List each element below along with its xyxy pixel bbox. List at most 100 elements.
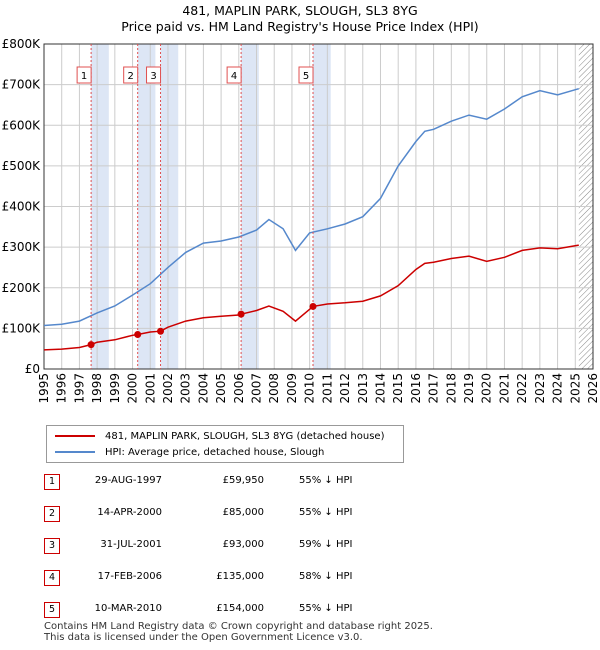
- legend-label-hpi: HPI: Average price, detached house, Slou…: [105, 446, 325, 458]
- legend-swatch-hpi: [55, 451, 95, 453]
- property-price-line: [43, 244, 579, 351]
- sale-hpi-diff: 58% ↓ HPI: [299, 571, 353, 582]
- x-tick-label: 2021: [497, 373, 511, 404]
- y-tick-label: £400K: [2, 200, 42, 214]
- x-tick-label: 2015: [391, 373, 405, 404]
- x-tick-label: 2003: [179, 373, 193, 404]
- sale-number-badge: 2: [44, 506, 60, 522]
- x-tick-label: 2005: [214, 373, 228, 404]
- x-tick-label: 2001: [143, 373, 157, 404]
- x-tick-label: 2019: [462, 373, 476, 404]
- x-tick-label: 1996: [55, 373, 69, 404]
- sale-hpi-diff: 55% ↓ HPI: [299, 507, 353, 518]
- hpi-line: [43, 87, 580, 327]
- x-tick-label: 2014: [373, 373, 387, 404]
- x-tick-label: 2022: [515, 373, 529, 404]
- event-badge-label: 1: [81, 71, 87, 82]
- x-tick-label: 1998: [90, 373, 104, 404]
- sale-number-badge: 4: [44, 570, 60, 586]
- x-tick-label: 2025: [568, 373, 582, 404]
- y-axis: £0 £100K £200K £300K £400K £500K £600K £700K £80…: [2, 37, 42, 376]
- x-tick-label: 2013: [356, 373, 370, 404]
- title-subtitle: Price paid vs. HM Land Registry's House …: [121, 19, 479, 34]
- x-tick-label: 2024: [551, 373, 565, 404]
- sale-price: £154,000: [216, 603, 264, 614]
- series-lines: [43, 87, 580, 351]
- event-markers: 1 2 3 4 5: [76, 44, 317, 369]
- sale-hpi-diff: 55% ↓ HPI: [299, 475, 353, 486]
- sale-number-badge: 3: [44, 538, 60, 554]
- x-tick-label: 2009: [285, 373, 299, 404]
- y-tick-label: £200K: [2, 281, 42, 295]
- sale-hpi-diff: 55% ↓ HPI: [299, 603, 353, 614]
- event-badge-label: 2: [127, 71, 133, 82]
- sale-price: £85,000: [222, 507, 264, 518]
- sale-number-badge: 5: [44, 602, 60, 618]
- title-address: 481, MAPLIN PARK, SLOUGH, SL3 8YG: [182, 3, 418, 18]
- plot-frame: [43, 43, 594, 370]
- x-tick-label: 2026: [586, 373, 600, 404]
- x-tick-label: 1995: [37, 373, 51, 404]
- x-tick-label: 2000: [126, 373, 140, 404]
- sale-row: 4 17-FEB-2006 £135,000 58% ↓ HPI: [44, 570, 384, 586]
- footer-attribution: Contains HM Land Registry data © Crown c…: [44, 621, 433, 643]
- x-tick-label: 2006: [232, 373, 246, 404]
- y-tick-label: £300K: [2, 240, 42, 254]
- legend-label-property: 481, MAPLIN PARK, SLOUGH, SL3 8YG (detac…: [105, 430, 385, 442]
- sale-price: £93,000: [222, 539, 264, 550]
- sale-marker-3: [157, 327, 165, 335]
- y-tick-label: £0: [25, 362, 40, 376]
- x-tick-label: 2002: [161, 373, 175, 404]
- x-axis: 1995 1996 1997 1998 1999 2000 2001 2002 2003 2004…: [37, 373, 600, 404]
- sale-price: £59,950: [222, 475, 264, 486]
- y-tick-label: £700K: [2, 78, 42, 92]
- x-tick-label: 2011: [320, 373, 334, 404]
- x-tick-label: 2004: [196, 373, 210, 404]
- price-chart: £0 £100K £200K £300K £400K £500K £600K £700K £80…: [2, 37, 600, 404]
- sale-hpi-diff: 59% ↓ HPI: [299, 539, 353, 550]
- event-badge-3: [146, 66, 162, 84]
- event-badge-label: 5: [303, 71, 309, 82]
- event-badge-2: [123, 66, 139, 84]
- x-tick-label: 1997: [72, 373, 86, 404]
- legend: 481, MAPLIN PARK, SLOUGH, SL3 8YG (detac…: [46, 425, 404, 463]
- sale-marker-2: [134, 330, 142, 338]
- y-tick-label: £100K: [2, 321, 42, 335]
- x-tick-label: 2008: [267, 373, 281, 404]
- event-badge-4: [226, 66, 242, 84]
- footer-copyright: Contains HM Land Registry data © Crown c…: [44, 621, 433, 632]
- x-tick-label: 2010: [303, 373, 317, 404]
- x-tick-label: 2018: [444, 373, 458, 404]
- x-tick-label: 2007: [250, 373, 264, 404]
- sale-marker-4: [237, 310, 245, 318]
- sale-row: 3 31-JUL-2001 £93,000 59% ↓ HPI: [44, 538, 384, 554]
- sale-row: 5 10-MAR-2010 £154,000 55% ↓ HPI: [44, 602, 384, 618]
- x-tick-label: 2012: [338, 373, 352, 404]
- sale-number-badge: 1: [44, 474, 60, 490]
- sale-marker-1: [87, 341, 95, 349]
- chart-title: 481, MAPLIN PARK, SLOUGH, SL3 8YG Price …: [0, 3, 600, 35]
- y-tick-label: £500K: [2, 159, 42, 173]
- x-tick-label: 2020: [480, 373, 494, 404]
- sale-date: 31-JUL-2001: [100, 539, 162, 550]
- footer-license: This data is licensed under the Open Gov…: [44, 632, 363, 643]
- y-tick-label: £800K: [2, 37, 42, 51]
- sale-marker-5: [309, 302, 317, 310]
- sale-row: 2 14-APR-2000 £85,000 55% ↓ HPI: [44, 506, 384, 522]
- sale-row: 1 29-AUG-1997 £59,950 55% ↓ HPI: [44, 474, 384, 490]
- sale-date: 10-MAR-2010: [94, 603, 162, 614]
- sale-date: 17-FEB-2006: [97, 571, 162, 582]
- legend-item-property: 481, MAPLIN PARK, SLOUGH, SL3 8YG (detac…: [55, 429, 384, 443]
- legend-item-hpi: HPI: Average price, detached house, Slou…: [55, 445, 324, 459]
- event-badge-label: 4: [231, 71, 237, 82]
- event-badge-1: [76, 66, 92, 84]
- x-tick-label: 2016: [409, 373, 423, 404]
- sale-price: £135,000: [216, 571, 264, 582]
- event-badge-5: [298, 66, 314, 84]
- sale-date: 14-APR-2000: [97, 507, 162, 518]
- x-tick-label: 2017: [427, 373, 441, 404]
- legend-swatch-property: [55, 435, 95, 437]
- x-tick-label: 2023: [533, 373, 547, 404]
- event-badge-label: 3: [150, 71, 156, 82]
- y-tick-label: £600K: [2, 118, 42, 132]
